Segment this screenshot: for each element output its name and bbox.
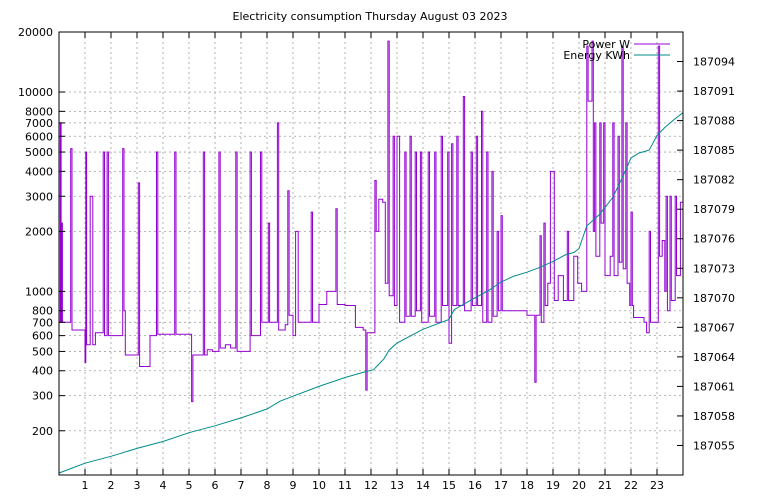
y-left-tick-label: 300	[32, 390, 53, 403]
x-tick-label: 5	[186, 479, 193, 492]
x-tick-label: 3	[134, 479, 141, 492]
y-left-tick-label: 10000	[18, 86, 53, 99]
y-left-tick-label: 6000	[25, 130, 53, 143]
x-tick-label: 15	[442, 479, 456, 492]
x-tick-label: 12	[364, 479, 378, 492]
y-left-tick-label: 700	[32, 316, 53, 329]
series-layer	[58, 40, 684, 474]
legend-label-energy: Energy KWh	[563, 49, 630, 62]
x-tick-label: 21	[598, 479, 612, 492]
y-left-tick-label: 1000	[25, 285, 53, 298]
x-tick-label: 1	[82, 479, 89, 492]
y-right-tick-label: 187073	[693, 262, 735, 275]
x-tick-label: 11	[338, 479, 352, 492]
x-tick-label: 10	[312, 479, 326, 492]
y-right-tick-label: 187094	[693, 56, 735, 69]
x-tick-label: 16	[468, 479, 482, 492]
y-right-tick-label: 187082	[693, 174, 735, 187]
x-tick-label: 2	[108, 479, 115, 492]
y-left-tick-label: 7000	[25, 117, 53, 130]
y-right-tick-label: 187061	[693, 380, 735, 393]
y-right-tick-label: 187070	[693, 292, 735, 305]
y-right-tick-label: 187091	[693, 85, 735, 98]
y-left-tick-label: 5000	[25, 146, 53, 159]
axes: 1 2 3 4 5 6 7 8 9 10 11 12 13 14 15 16 17 18 19 20 21 22 23200…	[18, 26, 735, 492]
series-energy-line	[58, 112, 684, 474]
x-tick-label: 8	[264, 479, 271, 492]
y-left-tick-label: 3000	[25, 190, 53, 203]
y-left-tick-label: 400	[32, 365, 53, 378]
x-tick-label: 22	[624, 479, 638, 492]
y-right-tick-label: 187079	[693, 203, 735, 216]
y-left-tick-label: 4000	[25, 165, 53, 178]
x-tick-label: 20	[572, 479, 586, 492]
x-tick-label: 9	[290, 479, 297, 492]
y-right-tick-label: 187055	[693, 439, 735, 452]
y-left-tick-label: 200	[32, 425, 53, 438]
y-right-tick-label: 187058	[693, 410, 735, 423]
y-left-tick-label: 2000	[25, 225, 53, 238]
x-tick-label: 18	[520, 479, 534, 492]
x-tick-label: 4	[160, 479, 167, 492]
y-left-tick-label: 8000	[25, 105, 53, 118]
chart-title: Electricity consumption Thursday August …	[233, 10, 508, 23]
y-left-tick-label: 20000	[18, 26, 53, 39]
x-tick-label: 7	[238, 479, 245, 492]
series-power-line	[59, 40, 684, 403]
y-left-tick-label: 500	[32, 345, 53, 358]
y-right-tick-label: 187085	[693, 144, 735, 157]
y-right-tick-label: 187076	[693, 233, 735, 246]
legend-label-power: Power W	[582, 38, 630, 51]
x-tick-label: 13	[390, 479, 404, 492]
x-tick-label: 6	[212, 479, 219, 492]
y-left-tick-label: 800	[32, 305, 53, 318]
y-right-tick-label: 187064	[693, 351, 735, 364]
x-tick-label: 14	[416, 479, 430, 492]
x-tick-label: 23	[650, 479, 664, 492]
legend: Power W Energy KWh	[563, 38, 670, 62]
y-left-tick-label: 600	[32, 330, 53, 343]
y-right-tick-label: 187088	[693, 115, 735, 128]
x-tick-label: 19	[546, 479, 560, 492]
x-tick-label: 17	[494, 479, 508, 492]
y-right-tick-label: 187067	[693, 321, 735, 334]
